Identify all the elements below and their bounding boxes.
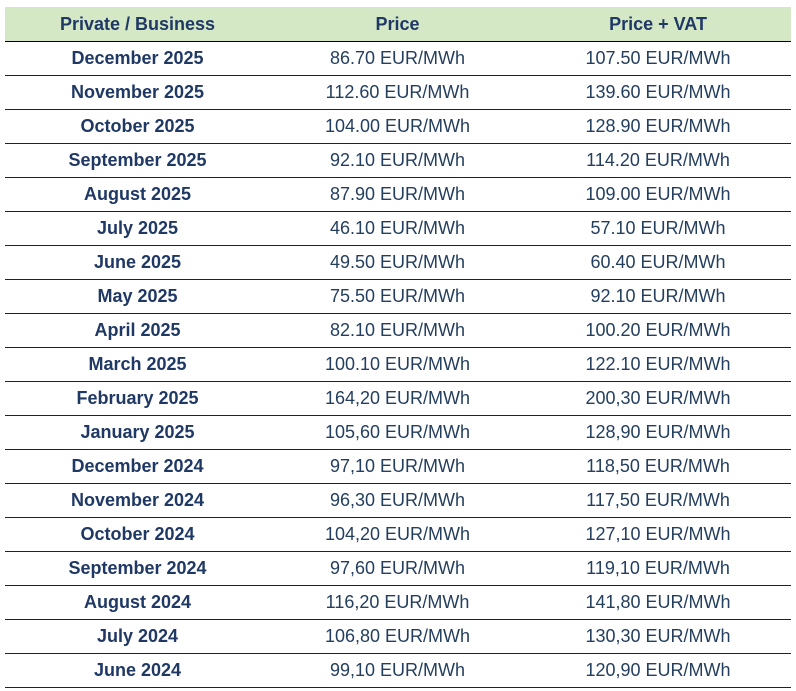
month-cell: June 2025 (5, 245, 270, 280)
month-cell: December 2025 (5, 41, 270, 76)
price-cell: 127,10 EUR/MWh (525, 517, 791, 552)
table-row: December 2025 86.70 EUR/MWh 107.50 EUR/MWh (5, 41, 791, 76)
price-cell: 106,80 EUR/MWh (270, 619, 525, 654)
price-cell: 105,60 EUR/MWh (270, 415, 525, 450)
month-cell: October 2024 (5, 517, 270, 552)
month-cell: August 2024 (5, 585, 270, 620)
table-row: November 2025 112.60 EUR/MWh 139.60 EUR/MW… (5, 75, 791, 110)
price-cell: 100.10 EUR/MWh (270, 347, 525, 382)
table-row: September 2024 97,60 EUR/MWh 119,10 EUR/MW… (5, 551, 791, 586)
table-row: July 2024 106,80 EUR/MWh 130,30 EUR/MWh (5, 619, 791, 654)
price-cell: 119,10 EUR/MWh (525, 551, 791, 586)
table-row: April 2025 82.10 EUR/MWh 100.20 EUR/MWh (5, 313, 791, 348)
month-cell: October 2025 (5, 109, 270, 144)
price-cell: 128.90 EUR/MWh (525, 109, 791, 144)
price-cell: 49.50 EUR/MWh (270, 245, 525, 280)
price-cell: 104,20 EUR/MWh (270, 517, 525, 552)
price-cell: 130,30 EUR/MWh (525, 619, 791, 654)
price-cell: 75.50 EUR/MWh (270, 279, 525, 314)
price-cell: 104.00 EUR/MWh (270, 109, 525, 144)
month-cell: November 2024 (5, 483, 270, 518)
table-row: September 2025 92.10 EUR/MWh 114.20 EUR/MW… (5, 143, 791, 178)
price-cell: 117,50 EUR/MWh (525, 483, 791, 518)
price-cell: 97,10 EUR/MWh (270, 449, 525, 484)
price-cell: 60.40 EUR/MWh (525, 245, 791, 280)
price-cell: 96,30 EUR/MWh (270, 483, 525, 518)
month-cell: September 2025 (5, 143, 270, 178)
price-cell: 107.50 EUR/MWh (525, 41, 791, 76)
price-cell: 139.60 EUR/MWh (525, 75, 791, 110)
price-cell: 200,30 EUR/MWh (525, 381, 791, 416)
header-cell: Price + VAT (525, 7, 791, 42)
price-cell: 114.20 EUR/MWh (525, 143, 791, 178)
price-cell: 116,20 EUR/MWh (270, 585, 525, 620)
price-cell: 57.10 EUR/MWh (525, 211, 791, 246)
table-row: May 2025 75.50 EUR/MWh 92.10 EUR/MWh (5, 279, 791, 314)
month-cell: February 2025 (5, 381, 270, 416)
month-cell: June 2024 (5, 653, 270, 688)
month-cell: December 2024 (5, 449, 270, 484)
table-row: January 2025 105,60 EUR/MWh 128,90 EUR/MWh (5, 415, 791, 450)
price-cell: 164,20 EUR/MWh (270, 381, 525, 416)
price-cell: 99,10 EUR/MWh (270, 653, 525, 688)
header-cell: Private / Business (5, 7, 270, 42)
table-row: February 2025 164,20 EUR/MWh 200,30 EUR/MW… (5, 381, 791, 416)
table-row: December 2024 97,10 EUR/MWh 118,50 EUR/MWh (5, 449, 791, 484)
month-cell: November 2025 (5, 75, 270, 110)
table-row: June 2024 99,10 EUR/MWh 120,90 EUR/MWh (5, 653, 791, 688)
price-table: Private / Business Price Price + VAT Decem… (5, 7, 791, 688)
table-body: December 2025 86.70 EUR/MWh 107.50 EUR/MWh… (5, 41, 791, 688)
price-cell: 46.10 EUR/MWh (270, 211, 525, 246)
price-cell: 141,80 EUR/MWh (525, 585, 791, 620)
price-cell: 92.10 EUR/MWh (525, 279, 791, 314)
header-cell: Price (270, 7, 525, 42)
month-cell: March 2025 (5, 347, 270, 382)
table-row: June 2025 49.50 EUR/MWh 60.40 EUR/MWh (5, 245, 791, 280)
price-cell: 87.90 EUR/MWh (270, 177, 525, 212)
table-row: October 2024 104,20 EUR/MWh 127,10 EUR/MWh (5, 517, 791, 552)
table-row: November 2024 96,30 EUR/MWh 117,50 EUR/MWh (5, 483, 791, 518)
price-cell: 112.60 EUR/MWh (270, 75, 525, 110)
month-cell: July 2024 (5, 619, 270, 654)
price-cell: 128,90 EUR/MWh (525, 415, 791, 450)
table-row: October 2025 104.00 EUR/MWh 128.90 EUR/MWh (5, 109, 791, 144)
table-row: March 2025 100.10 EUR/MWh 122.10 EUR/MWh (5, 347, 791, 382)
price-cell: 118,50 EUR/MWh (525, 449, 791, 484)
price-cell: 82.10 EUR/MWh (270, 313, 525, 348)
price-cell: 122.10 EUR/MWh (525, 347, 791, 382)
table-row: August 2024 116,20 EUR/MWh 141,80 EUR/MWh (5, 585, 791, 620)
header-row: Private / Business Price Price + VAT (5, 7, 791, 42)
price-cell: 97,60 EUR/MWh (270, 551, 525, 586)
month-cell: July 2025 (5, 211, 270, 246)
month-cell: May 2025 (5, 279, 270, 314)
month-cell: April 2025 (5, 313, 270, 348)
table-row: August 2025 87.90 EUR/MWh 109.00 EUR/MWh (5, 177, 791, 212)
table-row: July 2025 46.10 EUR/MWh 57.10 EUR/MWh (5, 211, 791, 246)
month-cell: August 2025 (5, 177, 270, 212)
price-cell: 86.70 EUR/MWh (270, 41, 525, 76)
price-cell: 92.10 EUR/MWh (270, 143, 525, 178)
month-cell: September 2024 (5, 551, 270, 586)
month-cell: January 2025 (5, 415, 270, 450)
price-cell: 100.20 EUR/MWh (525, 313, 791, 348)
price-cell: 109.00 EUR/MWh (525, 177, 791, 212)
price-cell: 120,90 EUR/MWh (525, 653, 791, 688)
